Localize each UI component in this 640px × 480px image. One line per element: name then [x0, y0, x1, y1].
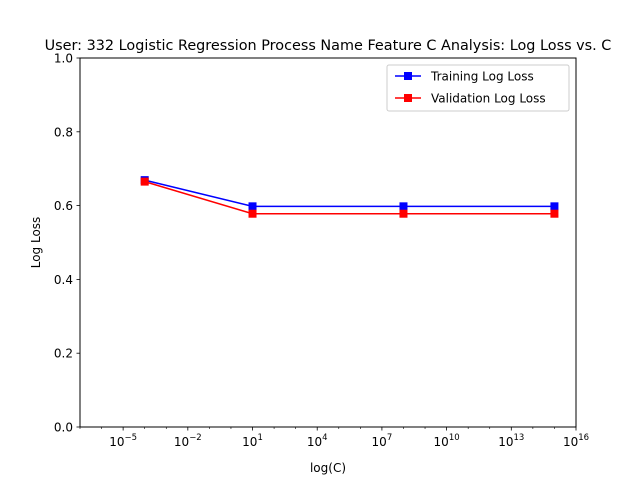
chart-marks	[140, 176, 559, 218]
series-point-2	[399, 209, 408, 218]
x-tick-label: 101	[242, 433, 263, 449]
y-tick-label: 1.0	[54, 52, 73, 66]
y-axis-label: Log Loss	[29, 217, 43, 269]
series-point-2	[140, 177, 149, 186]
y-tick-label: 0.0	[54, 421, 73, 435]
x-tick-label: 107	[372, 433, 393, 449]
chart-title: User: 332 Logistic Regression Process Na…	[45, 38, 612, 54]
series-line-2	[144, 180, 555, 215]
legend: Training Log Loss Validation Log Loss	[386, 64, 570, 112]
series-point-1	[550, 202, 559, 211]
x-tick-label: 1013	[498, 433, 524, 449]
legend-marker	[404, 94, 412, 102]
y-tick-label: 0.6	[54, 199, 73, 213]
x-axis: 10−5 10−2 101 104 107 1010 1013 1016	[79, 427, 589, 449]
y-tick-label: 0.2	[54, 347, 73, 361]
series-point-1	[399, 202, 408, 211]
y-tick-label: 0.8	[54, 125, 73, 139]
plot-area	[80, 58, 576, 427]
series-line-1	[144, 179, 555, 208]
legend-label: Validation Log Loss	[431, 92, 546, 106]
legend-marker	[404, 72, 412, 80]
x-tick-label: 1016	[563, 433, 589, 449]
series-point-2	[248, 209, 257, 218]
legend-box	[386, 64, 570, 112]
plot-frame	[79, 57, 577, 428]
x-tick-label: 1010	[434, 433, 460, 449]
series-point-1	[248, 202, 257, 211]
x-tick-label: 10−5	[109, 433, 137, 449]
x-axis-label: log(C)	[310, 461, 346, 475]
y-axis: 0.0 0.2 0.4 0.6 0.8 1.0	[54, 52, 80, 435]
y-tick-label: 0.4	[54, 273, 73, 287]
x-tick-label: 104	[307, 433, 328, 449]
legend-label: Training Log Loss	[430, 70, 534, 84]
series-point-2	[550, 209, 559, 218]
x-tick-label: 10−2	[174, 433, 202, 449]
